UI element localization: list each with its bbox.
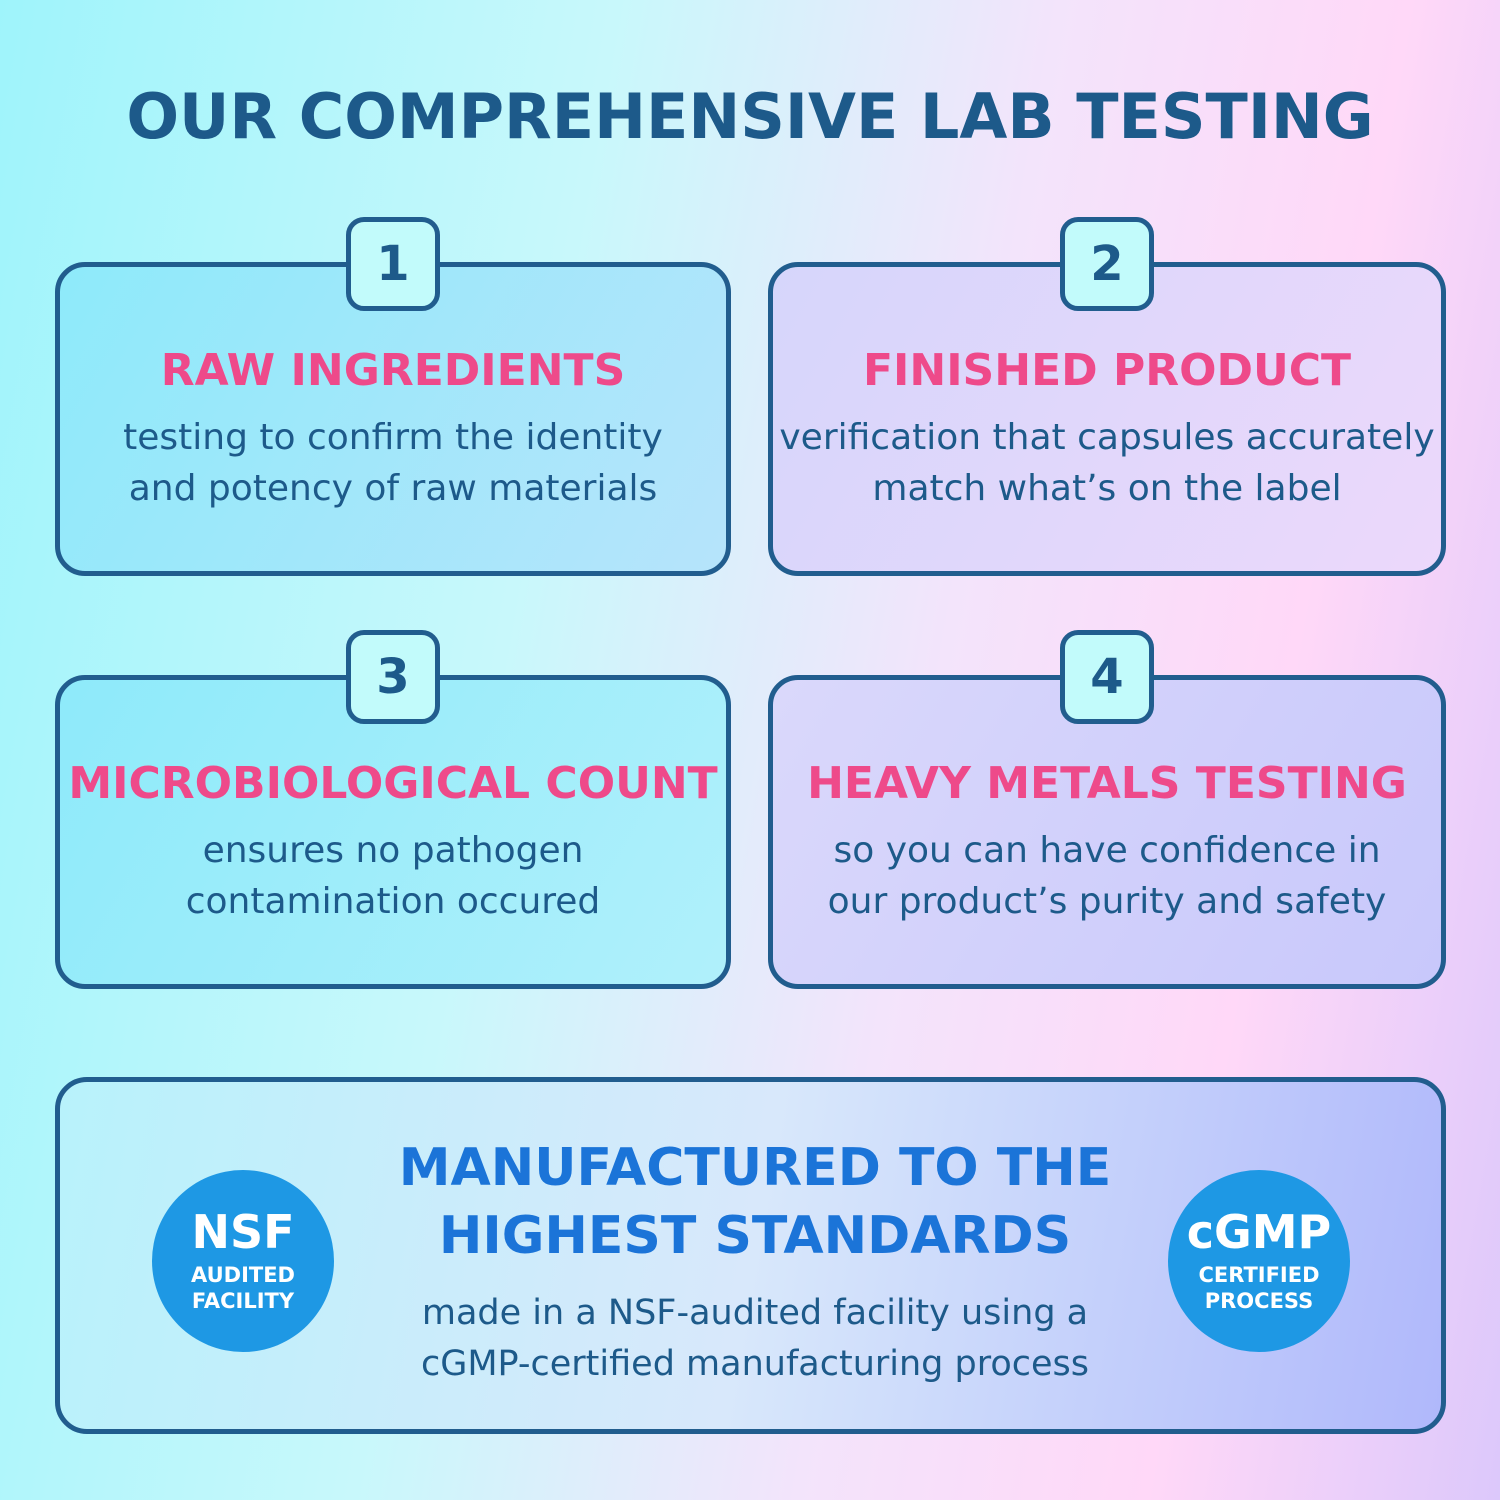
badge-title: NSF	[191, 1205, 295, 1259]
step-number: 2	[1060, 217, 1154, 311]
card-text: verification that capsules accurately	[779, 417, 1435, 458]
card-heading: MICROBIOLOGICAL COUNT	[68, 758, 718, 809]
card-text: so you can have confidence in	[833, 830, 1381, 871]
card-raw-ingredients: 1 RAW INGREDIENTS testing to confirm the…	[55, 217, 731, 576]
standards-text: made in a NSF-audited facility using a	[421, 1293, 1089, 1333]
card-text: match what’s on the label	[872, 468, 1342, 509]
step-number: 1	[346, 217, 440, 311]
standards-heading: HIGHEST STANDARDS	[438, 1206, 1072, 1266]
card-finished-product: 2 FINISHED PRODUCT verification that cap…	[768, 217, 1446, 576]
card-microbiological-count: 3 MICROBIOLOGICAL COUNT ensures no patho…	[55, 630, 731, 989]
card-text: testing to confirm the identity	[123, 417, 663, 458]
card-heading: RAW INGREDIENTS	[160, 345, 626, 396]
step-number: 3	[346, 630, 440, 724]
badge-text: PROCESS	[1204, 1289, 1314, 1313]
badge-text: FACILITY	[191, 1289, 295, 1313]
card-heavy-metals: 4 HEAVY METALS TESTING so you can have c…	[768, 630, 1446, 989]
card-text: our product’s purity and safety	[827, 881, 1387, 922]
card-heading: FINISHED PRODUCT	[862, 345, 1352, 396]
badge-text: CERTIFIED	[1198, 1263, 1320, 1287]
standards-text: cGMP-certified manufacturing process	[420, 1344, 1090, 1384]
standards-heading: MANUFACTURED TO THE	[398, 1138, 1112, 1198]
card-text: contamination occured	[185, 881, 601, 922]
card-heading: HEAVY METALS TESTING	[807, 758, 1407, 809]
page-title: OUR COMPREHENSIVE LAB TESTING	[126, 80, 1374, 153]
step-number: 4	[1060, 630, 1154, 724]
badge-title: cGMP	[1186, 1205, 1332, 1259]
standards-panel: NSF AUDITED FACILITY MANUFACTURED TO THE…	[55, 1077, 1446, 1434]
card-text: and potency of raw materials	[128, 468, 658, 509]
badge-text: AUDITED	[190, 1263, 295, 1287]
cgmp-badge: cGMP CERTIFIED PROCESS	[1168, 1170, 1350, 1352]
nsf-badge: NSF AUDITED FACILITY	[152, 1170, 334, 1352]
card-text: ensures no pathogen	[202, 830, 584, 871]
